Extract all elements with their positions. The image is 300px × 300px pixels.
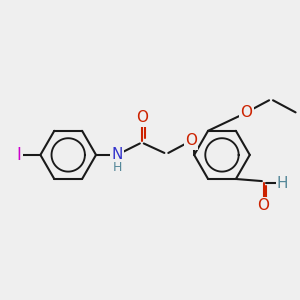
- Text: O: O: [257, 198, 269, 213]
- Text: H: H: [112, 161, 122, 174]
- Text: O: O: [136, 110, 148, 125]
- Text: H: H: [277, 176, 288, 190]
- Text: I: I: [17, 146, 22, 164]
- Text: O: O: [185, 133, 197, 148]
- Text: N: N: [112, 147, 123, 162]
- Text: O: O: [241, 105, 253, 120]
